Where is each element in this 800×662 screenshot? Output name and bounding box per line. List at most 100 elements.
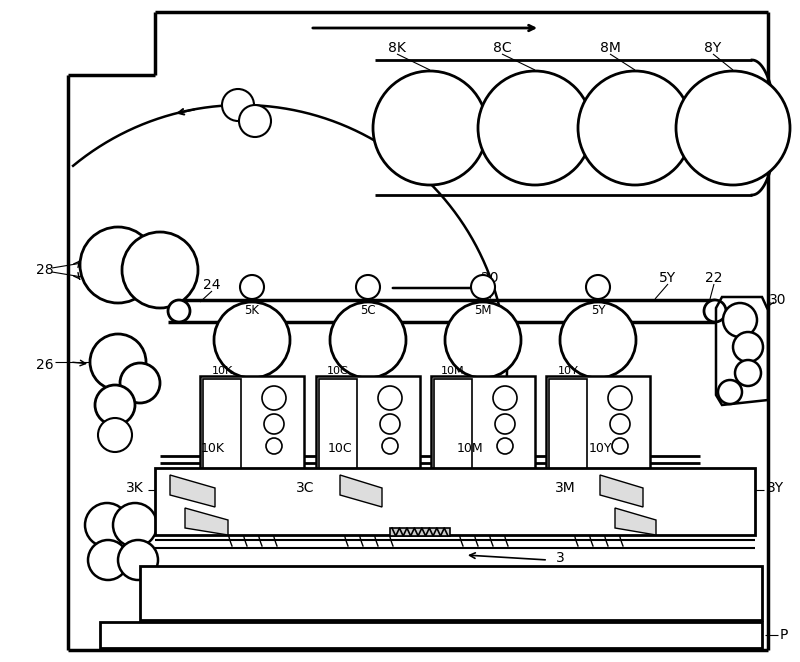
Text: 10M: 10M xyxy=(441,366,465,376)
Text: 1M: 1M xyxy=(519,528,534,538)
Text: 8C: 8C xyxy=(493,41,511,55)
Bar xyxy=(316,376,420,481)
Text: 4M: 4M xyxy=(503,514,518,524)
Circle shape xyxy=(578,71,692,185)
Circle shape xyxy=(168,300,190,322)
Circle shape xyxy=(98,418,132,452)
Circle shape xyxy=(493,386,517,410)
Bar xyxy=(319,379,357,478)
Circle shape xyxy=(122,232,198,308)
Circle shape xyxy=(330,302,406,378)
Bar xyxy=(203,379,241,478)
Circle shape xyxy=(380,414,400,434)
Circle shape xyxy=(495,414,515,434)
Circle shape xyxy=(262,386,286,410)
Text: 3M: 3M xyxy=(554,481,575,495)
Polygon shape xyxy=(340,475,382,507)
Text: 28: 28 xyxy=(36,263,54,277)
Bar xyxy=(140,566,762,620)
Text: 5C: 5C xyxy=(360,303,376,316)
Circle shape xyxy=(718,380,742,404)
Circle shape xyxy=(612,438,628,454)
Text: 8Y: 8Y xyxy=(704,41,722,55)
Text: 26: 26 xyxy=(36,358,54,372)
Circle shape xyxy=(471,275,495,299)
Bar xyxy=(390,528,450,536)
Circle shape xyxy=(608,386,632,410)
Text: 6M: 6M xyxy=(438,528,453,538)
Text: 2M: 2M xyxy=(454,514,469,524)
Circle shape xyxy=(586,275,610,299)
Polygon shape xyxy=(185,508,228,535)
Text: 2Y: 2Y xyxy=(570,514,582,524)
Polygon shape xyxy=(600,475,643,507)
Text: 20: 20 xyxy=(482,271,498,285)
Circle shape xyxy=(382,438,398,454)
Bar xyxy=(100,622,762,648)
Text: 4Y: 4Y xyxy=(619,514,633,524)
Circle shape xyxy=(610,414,630,434)
Text: 5Y: 5Y xyxy=(590,303,606,316)
Bar xyxy=(200,376,304,481)
Circle shape xyxy=(80,227,156,303)
Text: 6C: 6C xyxy=(323,528,337,538)
Text: 1K: 1K xyxy=(290,528,302,538)
Circle shape xyxy=(735,360,761,386)
Circle shape xyxy=(264,414,284,434)
Text: 22: 22 xyxy=(706,271,722,285)
Bar xyxy=(431,376,535,481)
Text: 10M: 10M xyxy=(457,442,483,455)
Text: 10Y: 10Y xyxy=(558,366,578,376)
Circle shape xyxy=(113,503,157,547)
Text: 2C: 2C xyxy=(339,514,353,524)
Text: 30: 30 xyxy=(770,293,786,307)
Circle shape xyxy=(373,71,487,185)
Text: 1Y: 1Y xyxy=(635,528,649,538)
Text: 10Y: 10Y xyxy=(588,442,612,455)
Text: 3Y: 3Y xyxy=(766,481,783,495)
Circle shape xyxy=(88,540,128,580)
Polygon shape xyxy=(615,508,656,535)
Circle shape xyxy=(95,385,135,425)
Text: P: P xyxy=(780,628,788,642)
Text: 3C: 3C xyxy=(296,481,314,495)
Circle shape xyxy=(239,105,271,137)
Circle shape xyxy=(723,303,757,337)
Text: 5M: 5M xyxy=(474,303,492,316)
Circle shape xyxy=(445,302,521,378)
Circle shape xyxy=(266,438,282,454)
Text: 6K: 6K xyxy=(207,528,221,538)
Circle shape xyxy=(356,275,380,299)
Circle shape xyxy=(733,332,763,362)
Bar xyxy=(155,468,755,535)
Text: 8K: 8K xyxy=(388,41,406,55)
Circle shape xyxy=(222,89,254,121)
Circle shape xyxy=(120,363,160,403)
Text: 4K: 4K xyxy=(274,514,286,524)
Circle shape xyxy=(676,71,790,185)
Circle shape xyxy=(240,275,264,299)
Text: 1C: 1C xyxy=(405,528,419,538)
Bar xyxy=(546,376,650,481)
Text: 4C: 4C xyxy=(389,514,403,524)
Circle shape xyxy=(704,300,726,322)
Text: 5Y: 5Y xyxy=(659,271,677,285)
Text: 6Y: 6Y xyxy=(554,528,566,538)
Text: 3K: 3K xyxy=(126,481,144,495)
Bar xyxy=(549,379,587,478)
Text: 2K: 2K xyxy=(223,514,237,524)
Polygon shape xyxy=(170,475,215,507)
Circle shape xyxy=(118,540,158,580)
Text: 8M: 8M xyxy=(599,41,621,55)
Text: 10C: 10C xyxy=(328,442,352,455)
Circle shape xyxy=(560,302,636,378)
Text: 10K: 10K xyxy=(211,366,233,376)
Circle shape xyxy=(90,334,146,390)
Circle shape xyxy=(497,438,513,454)
Text: 3: 3 xyxy=(556,551,564,565)
Text: 10K: 10K xyxy=(201,442,225,455)
Circle shape xyxy=(478,71,592,185)
Text: 24: 24 xyxy=(203,278,221,292)
Text: 5K: 5K xyxy=(245,303,259,316)
Text: 10C: 10C xyxy=(327,366,349,376)
